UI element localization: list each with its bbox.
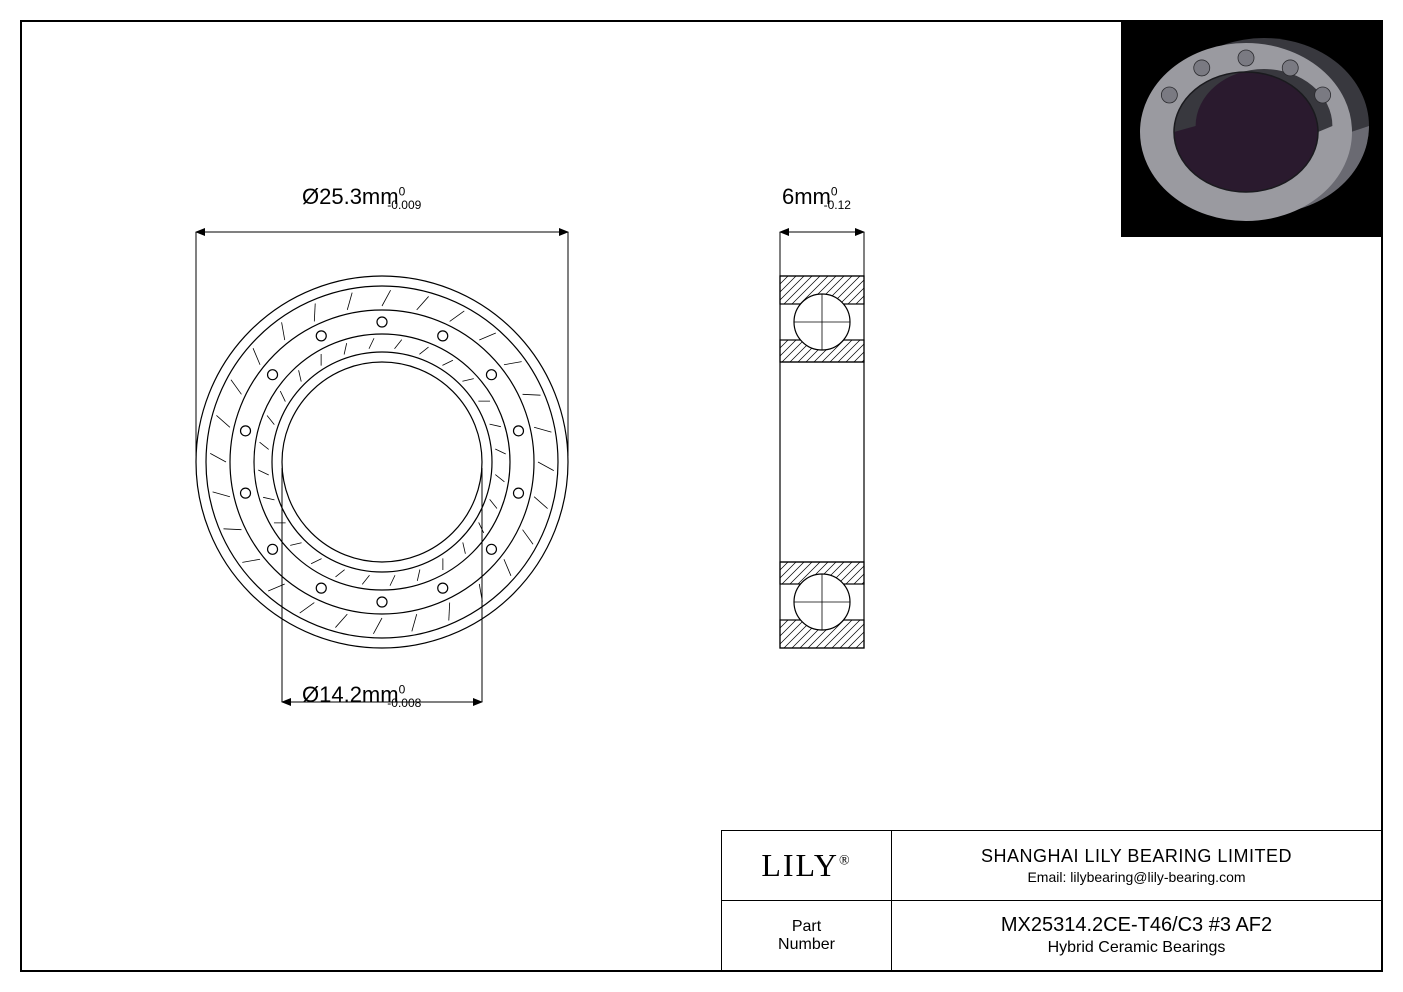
outer-diameter-tol-lower: -0.009 [387, 198, 421, 212]
inner-diameter-label: Ø14.2mm0-0.008 [302, 682, 421, 710]
title-block: LILY® SHANGHAI LILY BEARING LIMITED Emai… [721, 830, 1381, 970]
drawing-frame: Ø25.3mm0-0.009 Ø14.2mm0-0.008 6mm0-0.12 … [20, 20, 1383, 972]
inner-diameter-tol-upper: 0 [399, 683, 406, 697]
render-3d-box [1121, 22, 1381, 237]
inner-diameter-tol-lower: -0.008 [387, 696, 421, 710]
title-row-part: Part Number MX25314.2CE-T46/C3 #3 AF2 Hy… [722, 901, 1381, 970]
company-cell: SHANGHAI LILY BEARING LIMITED Email: lil… [892, 831, 1381, 900]
outer-diameter-value: Ø25.3mm [302, 184, 399, 209]
company-name: SHANGHAI LILY BEARING LIMITED [981, 846, 1292, 867]
logo-name: LILY [761, 847, 839, 883]
logo-registered: ® [839, 853, 852, 868]
part-label-line2: Number [778, 936, 835, 954]
title-row-company: LILY® SHANGHAI LILY BEARING LIMITED Emai… [722, 831, 1381, 901]
outer-diameter-label: Ø25.3mm0-0.009 [302, 184, 421, 212]
part-label-line1: Part [792, 918, 821, 936]
outer-diameter-tol-upper: 0 [399, 185, 406, 199]
company-email: Email: lilybearing@lily-bearing.com [1027, 869, 1245, 885]
width-tol-lower: -0.12 [824, 198, 851, 212]
part-label-cell: Part Number [722, 901, 892, 970]
part-number-cell: MX25314.2CE-T46/C3 #3 AF2 Hybrid Ceramic… [892, 901, 1381, 970]
logo-text: LILY® [761, 847, 851, 884]
drawing-area: Ø25.3mm0-0.009 Ø14.2mm0-0.008 6mm0-0.12 … [22, 22, 1381, 970]
part-description: Hybrid Ceramic Bearings [1048, 939, 1226, 957]
render-3d-svg [1121, 22, 1381, 237]
inner-diameter-value: Ø14.2mm [302, 682, 399, 707]
logo-cell: LILY® [722, 831, 892, 900]
width-tol-upper: 0 [831, 185, 838, 199]
part-number: MX25314.2CE-T46/C3 #3 AF2 [1001, 914, 1272, 937]
width-label: 6mm0-0.12 [782, 184, 851, 212]
